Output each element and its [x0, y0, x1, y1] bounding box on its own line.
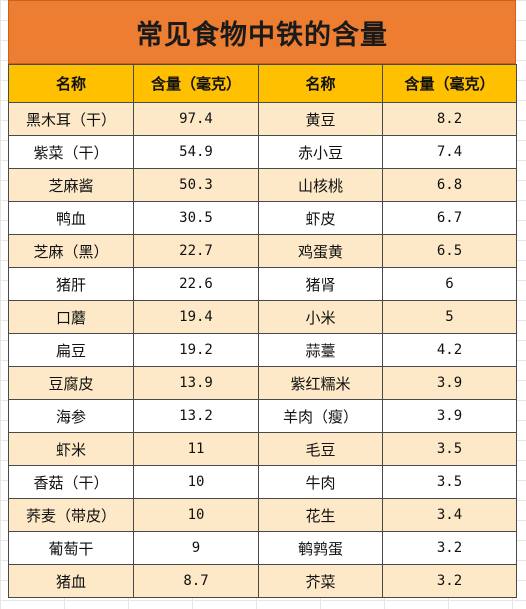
- food-name-cell[interactable]: 赤小豆: [258, 135, 383, 169]
- food-name-cell[interactable]: 猪血: [8, 564, 134, 598]
- food-name-cell[interactable]: 牛肉: [258, 465, 383, 499]
- table-row: 黑木耳（干） 97.4 黄豆 8.2: [8, 102, 517, 136]
- iron-amount-cell[interactable]: 6.7: [382, 201, 517, 235]
- iron-amount-cell[interactable]: 11: [133, 432, 259, 466]
- food-name-cell[interactable]: 芝麻（黑）: [8, 234, 134, 268]
- food-name-cell[interactable]: 扁豆: [8, 333, 134, 367]
- header-name-1[interactable]: 名称: [8, 64, 134, 103]
- table-row: 香菇（干） 10 牛肉 3.5: [8, 465, 517, 499]
- iron-amount-cell[interactable]: 19.4: [133, 300, 259, 334]
- iron-amount-cell[interactable]: 97.4: [133, 102, 259, 136]
- iron-amount-cell[interactable]: 3.4: [382, 498, 517, 532]
- food-name-cell[interactable]: 猪肝: [8, 267, 134, 301]
- table-row: 葡萄干 9 鹌鹑蛋 3.2: [8, 531, 517, 565]
- table-row: 豆腐皮 13.9 紫红糯米 3.9: [8, 366, 517, 400]
- iron-amount-cell[interactable]: 3.9: [382, 399, 517, 433]
- table-row: 虾米 11 毛豆 3.5: [8, 432, 517, 466]
- food-name-cell[interactable]: 香菇（干）: [8, 465, 134, 499]
- iron-content-table-wrap: 常见食物中铁的含量 名称 含量（毫克） 名称 含量（毫克） 黑木耳（干） 97.4…: [8, 0, 517, 598]
- food-name-cell[interactable]: 毛豆: [258, 432, 383, 466]
- food-name-cell[interactable]: 小米: [258, 300, 383, 334]
- iron-amount-cell[interactable]: 3.2: [382, 531, 517, 565]
- iron-amount-cell[interactable]: 6.8: [382, 168, 517, 202]
- iron-amount-cell[interactable]: 13.9: [133, 366, 259, 400]
- iron-amount-cell[interactable]: 3.5: [382, 465, 517, 499]
- food-name-cell[interactable]: 豆腐皮: [8, 366, 134, 400]
- iron-amount-cell[interactable]: 10: [133, 498, 259, 532]
- table-row: 鸭血 30.5 虾皮 6.7: [8, 201, 517, 235]
- table-title[interactable]: 常见食物中铁的含量: [8, 0, 516, 64]
- iron-content-table: 名称 含量（毫克） 名称 含量（毫克） 黑木耳（干） 97.4 黄豆 8.2 紫菜（干）…: [8, 64, 517, 598]
- food-name-cell[interactable]: 羊肉（瘦）: [258, 399, 383, 433]
- food-name-cell[interactable]: 鸭血: [8, 201, 134, 235]
- table-row: 扁豆 19.2 蒜薹 4.2: [8, 333, 517, 367]
- iron-amount-cell[interactable]: 22.7: [133, 234, 259, 268]
- food-name-cell[interactable]: 紫红糯米: [258, 366, 383, 400]
- table-row: 海参 13.2 羊肉（瘦） 3.9: [8, 399, 517, 433]
- food-name-cell[interactable]: 鹌鹑蛋: [258, 531, 383, 565]
- iron-amount-cell[interactable]: 5: [382, 300, 517, 334]
- food-name-cell[interactable]: 蒜薹: [258, 333, 383, 367]
- iron-amount-cell[interactable]: 30.5: [133, 201, 259, 235]
- iron-amount-cell[interactable]: 22.6: [133, 267, 259, 301]
- iron-amount-cell[interactable]: 3.9: [382, 366, 517, 400]
- food-name-cell[interactable]: 口蘑: [8, 300, 134, 334]
- iron-amount-cell[interactable]: 13.2: [133, 399, 259, 433]
- food-name-cell[interactable]: 荞麦（带皮）: [8, 498, 134, 532]
- food-name-cell[interactable]: 鸡蛋黄: [258, 234, 383, 268]
- food-name-cell[interactable]: 山核桃: [258, 168, 383, 202]
- iron-amount-cell[interactable]: 54.9: [133, 135, 259, 169]
- iron-amount-cell[interactable]: 7.4: [382, 135, 517, 169]
- iron-amount-cell[interactable]: 8.7: [133, 564, 259, 598]
- food-name-cell[interactable]: 花生: [258, 498, 383, 532]
- food-name-cell[interactable]: 紫菜（干）: [8, 135, 134, 169]
- table-row: 荞麦（带皮） 10 花生 3.4: [8, 498, 517, 532]
- header-amount-2[interactable]: 含量（毫克）: [382, 64, 517, 103]
- food-name-cell[interactable]: 虾皮: [258, 201, 383, 235]
- food-name-cell[interactable]: 猪肾: [258, 267, 383, 301]
- table-row: 紫菜（干） 54.9 赤小豆 7.4: [8, 135, 517, 169]
- table-row: 猪肝 22.6 猪肾 6: [8, 267, 517, 301]
- iron-amount-cell[interactable]: 9: [133, 531, 259, 565]
- iron-amount-cell[interactable]: 3.5: [382, 432, 517, 466]
- iron-amount-cell[interactable]: 50.3: [133, 168, 259, 202]
- table-row: 芝麻酱 50.3 山核桃 6.8: [8, 168, 517, 202]
- iron-amount-cell[interactable]: 4.2: [382, 333, 517, 367]
- food-name-cell[interactable]: 海参: [8, 399, 134, 433]
- iron-amount-cell[interactable]: 3.2: [382, 564, 517, 598]
- iron-amount-cell[interactable]: 19.2: [133, 333, 259, 367]
- iron-amount-cell[interactable]: 6: [382, 267, 517, 301]
- food-name-cell[interactable]: 黑木耳（干）: [8, 102, 134, 136]
- iron-amount-cell[interactable]: 8.2: [382, 102, 517, 136]
- food-name-cell[interactable]: 黄豆: [258, 102, 383, 136]
- food-name-cell[interactable]: 葡萄干: [8, 531, 134, 565]
- iron-amount-cell[interactable]: 6.5: [382, 234, 517, 268]
- food-name-cell[interactable]: 芥菜: [258, 564, 383, 598]
- iron-amount-cell[interactable]: 10: [133, 465, 259, 499]
- header-row: 名称 含量（毫克） 名称 含量（毫克）: [8, 64, 517, 103]
- table-row: 芝麻（黑） 22.7 鸡蛋黄 6.5: [8, 234, 517, 268]
- food-name-cell[interactable]: 芝麻酱: [8, 168, 134, 202]
- header-amount-1[interactable]: 含量（毫克）: [133, 64, 259, 103]
- header-name-2[interactable]: 名称: [258, 64, 383, 103]
- table-body: 黑木耳（干） 97.4 黄豆 8.2 紫菜（干） 54.9 赤小豆 7.4 芝麻酱 50.3 山核桃…: [8, 102, 517, 598]
- table-row: 口蘑 19.4 小米 5: [8, 300, 517, 334]
- table-row: 猪血 8.7 芥菜 3.2: [8, 564, 517, 598]
- food-name-cell[interactable]: 虾米: [8, 432, 134, 466]
